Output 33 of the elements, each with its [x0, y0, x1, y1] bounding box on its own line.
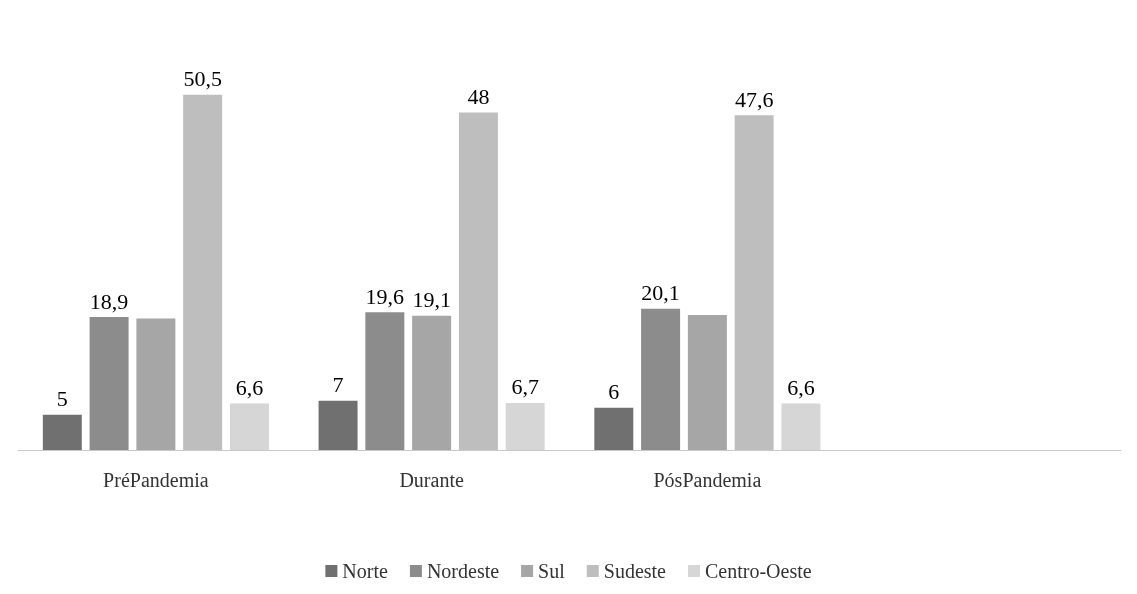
bar — [89, 317, 129, 450]
data-label: 19,6 — [365, 283, 405, 309]
data-label: 6 — [608, 379, 620, 405]
data-label: 48 — [467, 83, 490, 109]
bar — [781, 403, 821, 450]
data-label: 19,1 — [412, 287, 451, 313]
data-label: 6,6 — [787, 375, 815, 401]
data-label: 47,6 — [734, 86, 774, 112]
data-label: 20,1 — [641, 280, 680, 306]
data-label: 50,5 — [183, 66, 222, 92]
x-tick-label: PósPandemia — [653, 469, 762, 491]
x-tick-label: Durante — [399, 469, 464, 491]
data-label: 5 — [56, 386, 68, 412]
bar — [505, 402, 545, 450]
legend-label: Norte — [342, 560, 389, 582]
legend-label: Centro-Oeste — [705, 560, 812, 582]
data-label: 6,7 — [511, 374, 539, 400]
legend-label: Sul — [538, 560, 566, 582]
bar — [641, 308, 681, 450]
bar — [136, 318, 176, 450]
data-label: 7 — [332, 372, 344, 398]
legend-label: Sudeste — [603, 560, 667, 582]
bar — [594, 407, 634, 450]
x-tick-label: PréPandemia — [103, 469, 209, 491]
bar — [42, 414, 82, 450]
data-label: 18,9 — [89, 288, 129, 314]
legend-label: Nordeste — [426, 560, 500, 582]
data-label: 6,6 — [235, 375, 264, 401]
bar — [365, 312, 405, 450]
bar — [229, 403, 269, 450]
bar — [687, 314, 727, 450]
bar — [412, 315, 452, 450]
bar — [318, 400, 358, 450]
